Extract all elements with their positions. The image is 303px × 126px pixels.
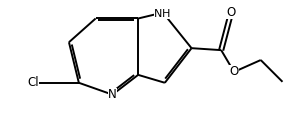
Text: O: O — [226, 6, 236, 19]
Text: H: H — [162, 9, 171, 19]
Text: O: O — [229, 65, 239, 78]
Text: N: N — [108, 88, 117, 101]
Text: N: N — [154, 9, 163, 19]
Text: Cl: Cl — [28, 76, 39, 89]
